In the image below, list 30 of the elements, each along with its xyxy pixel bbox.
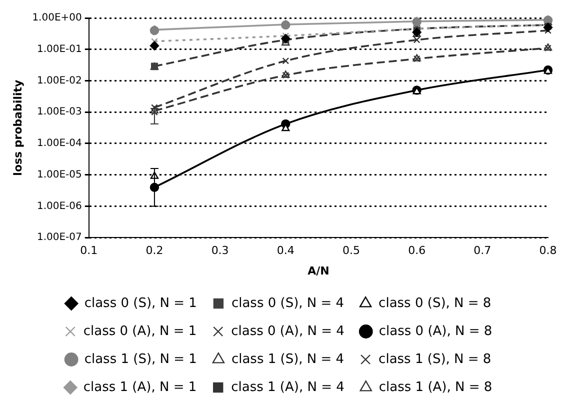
legend-label: class 0 (A), N = 8 <box>378 324 492 339</box>
legend-label: class 1 (S), N = 1 <box>84 352 197 367</box>
y-tick-label: 1.00E+00 <box>32 12 82 24</box>
legend-label: class 0 (S), N = 1 <box>84 296 197 311</box>
legend-label: class 1 (A), N = 8 <box>378 380 492 395</box>
y-axis-title: loss probability <box>11 80 24 176</box>
y-tick-label: 1.00E-01 <box>36 44 82 55</box>
legend-label: class 1 (A), N = 4 <box>231 380 344 395</box>
x-tick-label: 0.3 <box>211 244 229 258</box>
legend-label: class 0 (S), N = 4 <box>231 296 344 311</box>
legend-label: class 0 (A), N = 1 <box>83 324 197 339</box>
legend-label: class 1 (A), N = 1 <box>83 380 197 395</box>
x-tick-label: 0.5 <box>342 244 360 258</box>
y-tick-label: 1.00E-06 <box>36 200 82 212</box>
y-tick-label: 1.00E-02 <box>36 75 82 86</box>
x-tick-label: 0.6 <box>408 244 426 258</box>
x-tick-label: 0.2 <box>146 244 164 258</box>
legend-label: class 1 (S), N = 8 <box>378 352 492 367</box>
y-tick-label: 1.00E-05 <box>36 169 82 180</box>
x-axis-title: A/N <box>308 264 330 278</box>
y-tick-label: 1.00E-04 <box>36 138 82 150</box>
y-tick-label: 1.00E-07 <box>36 232 82 244</box>
legend-label: class 1 (S), N = 4 <box>231 352 344 367</box>
x-tick-label: 0.4 <box>276 244 294 258</box>
x-tick-label: 0.8 <box>539 244 557 258</box>
x-tick-label: 0.7 <box>474 244 492 258</box>
y-tick-label: 1.00E-03 <box>36 106 82 118</box>
legend-label: class 0 (A), N = 4 <box>231 324 344 339</box>
x-tick-label: 0.1 <box>80 244 98 258</box>
legend-label: class 0 (S), N = 8 <box>378 296 492 311</box>
